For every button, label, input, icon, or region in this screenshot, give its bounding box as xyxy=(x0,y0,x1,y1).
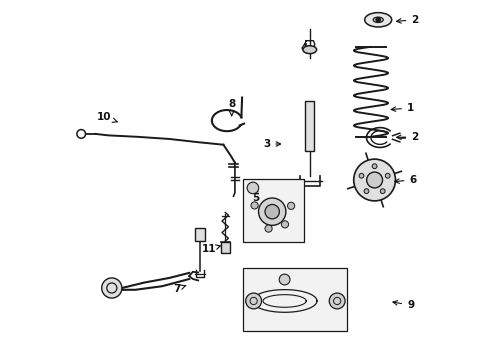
Text: 7: 7 xyxy=(173,284,186,294)
Bar xyxy=(305,101,315,151)
Circle shape xyxy=(385,174,390,178)
Circle shape xyxy=(265,225,272,232)
Circle shape xyxy=(245,293,262,309)
Circle shape xyxy=(354,159,395,201)
Text: 4: 4 xyxy=(301,42,314,53)
Text: 9: 9 xyxy=(393,300,414,310)
Circle shape xyxy=(372,164,377,168)
Text: 8: 8 xyxy=(228,99,235,116)
Text: 2: 2 xyxy=(396,15,418,25)
Circle shape xyxy=(367,172,383,188)
Circle shape xyxy=(279,274,290,285)
Text: 11: 11 xyxy=(202,244,220,254)
Bar xyxy=(243,268,347,331)
Text: 5: 5 xyxy=(252,187,259,203)
Ellipse shape xyxy=(303,46,317,54)
Circle shape xyxy=(329,293,345,309)
Bar xyxy=(195,228,205,241)
Circle shape xyxy=(102,278,122,298)
Text: 3: 3 xyxy=(263,139,281,149)
Bar xyxy=(221,242,229,253)
Text: 10: 10 xyxy=(97,112,117,122)
Circle shape xyxy=(364,189,369,194)
Bar xyxy=(243,179,304,242)
Circle shape xyxy=(376,18,380,22)
Circle shape xyxy=(281,221,289,228)
Circle shape xyxy=(359,174,364,178)
Text: 2: 2 xyxy=(396,132,418,142)
Circle shape xyxy=(380,189,385,194)
Circle shape xyxy=(247,182,259,194)
Circle shape xyxy=(265,204,279,219)
Ellipse shape xyxy=(365,13,392,27)
Circle shape xyxy=(288,202,294,210)
Circle shape xyxy=(251,202,258,209)
Text: 6: 6 xyxy=(395,175,416,185)
Ellipse shape xyxy=(373,17,383,22)
Circle shape xyxy=(259,198,286,225)
Text: 1: 1 xyxy=(391,103,414,113)
